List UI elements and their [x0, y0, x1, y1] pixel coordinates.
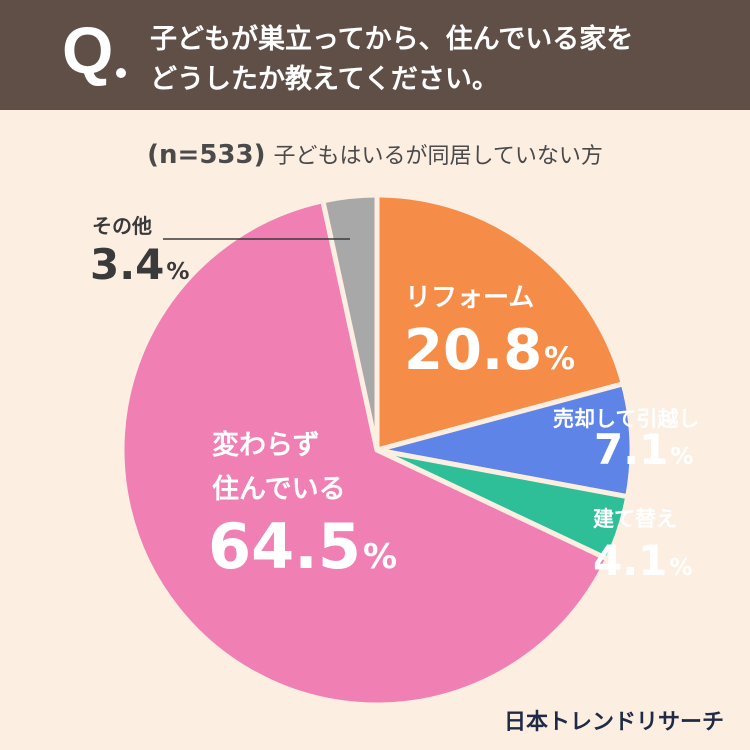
q-dot [116, 68, 126, 78]
sample-size: (n=533) [147, 140, 266, 170]
other-value-unit: % [166, 259, 190, 285]
label-sell-value: 7.1% [594, 425, 694, 474]
same-value-number: 64.5 [208, 510, 361, 583]
other-value-number: 3.4 [90, 240, 165, 289]
reform-value-unit: % [544, 341, 576, 377]
sample-description: (n=533) 子どもはいるが同居していない方 [0, 138, 750, 170]
same-value-unit: % [362, 537, 398, 577]
label-rebuild-name: 建て替え [593, 507, 677, 531]
label-rebuild-value: 4.1% [593, 536, 693, 585]
sell-value-number: 7.1 [594, 425, 669, 474]
reform-value-number: 20.8 [404, 318, 543, 383]
question-header: Q 子どもが巣立ってから、住んでいる家を どうしたか教えてください。 [0, 0, 750, 110]
pie-slice-3 [119, 198, 611, 708]
question-text: 子どもが巣立ってから、住んでいる家を どうしたか教えてください。 [150, 20, 730, 100]
question-line-2: どうしたか教えてください。 [150, 64, 499, 95]
rebuild-value-unit: % [669, 555, 693, 581]
label-reform-value: 20.8% [404, 318, 575, 383]
label-other-value: 3.4% [90, 240, 190, 289]
rebuild-value-number: 4.1 [593, 536, 668, 585]
label-reform-name: リフォーム [405, 283, 535, 313]
sample-group: 子どもはいるが同居していない方 [273, 144, 603, 169]
pie-slice-0 [374, 192, 626, 453]
sell-value-unit: % [670, 444, 694, 470]
brand-logo: 日本トレンドリサーチ [503, 710, 724, 735]
label-same-name-2: 住んでいる [212, 474, 346, 505]
pie-slice-4 [320, 192, 380, 453]
label-same-name-1: 変わらず [212, 430, 320, 461]
label-same-value: 64.5% [208, 510, 397, 583]
q-mark: Q [62, 13, 114, 87]
label-sell-name: 売却して引越し [553, 407, 700, 431]
question-line-1: 子どもが巣立ってから、住んでいる家を [150, 24, 634, 55]
label-other-name: その他 [92, 214, 152, 238]
